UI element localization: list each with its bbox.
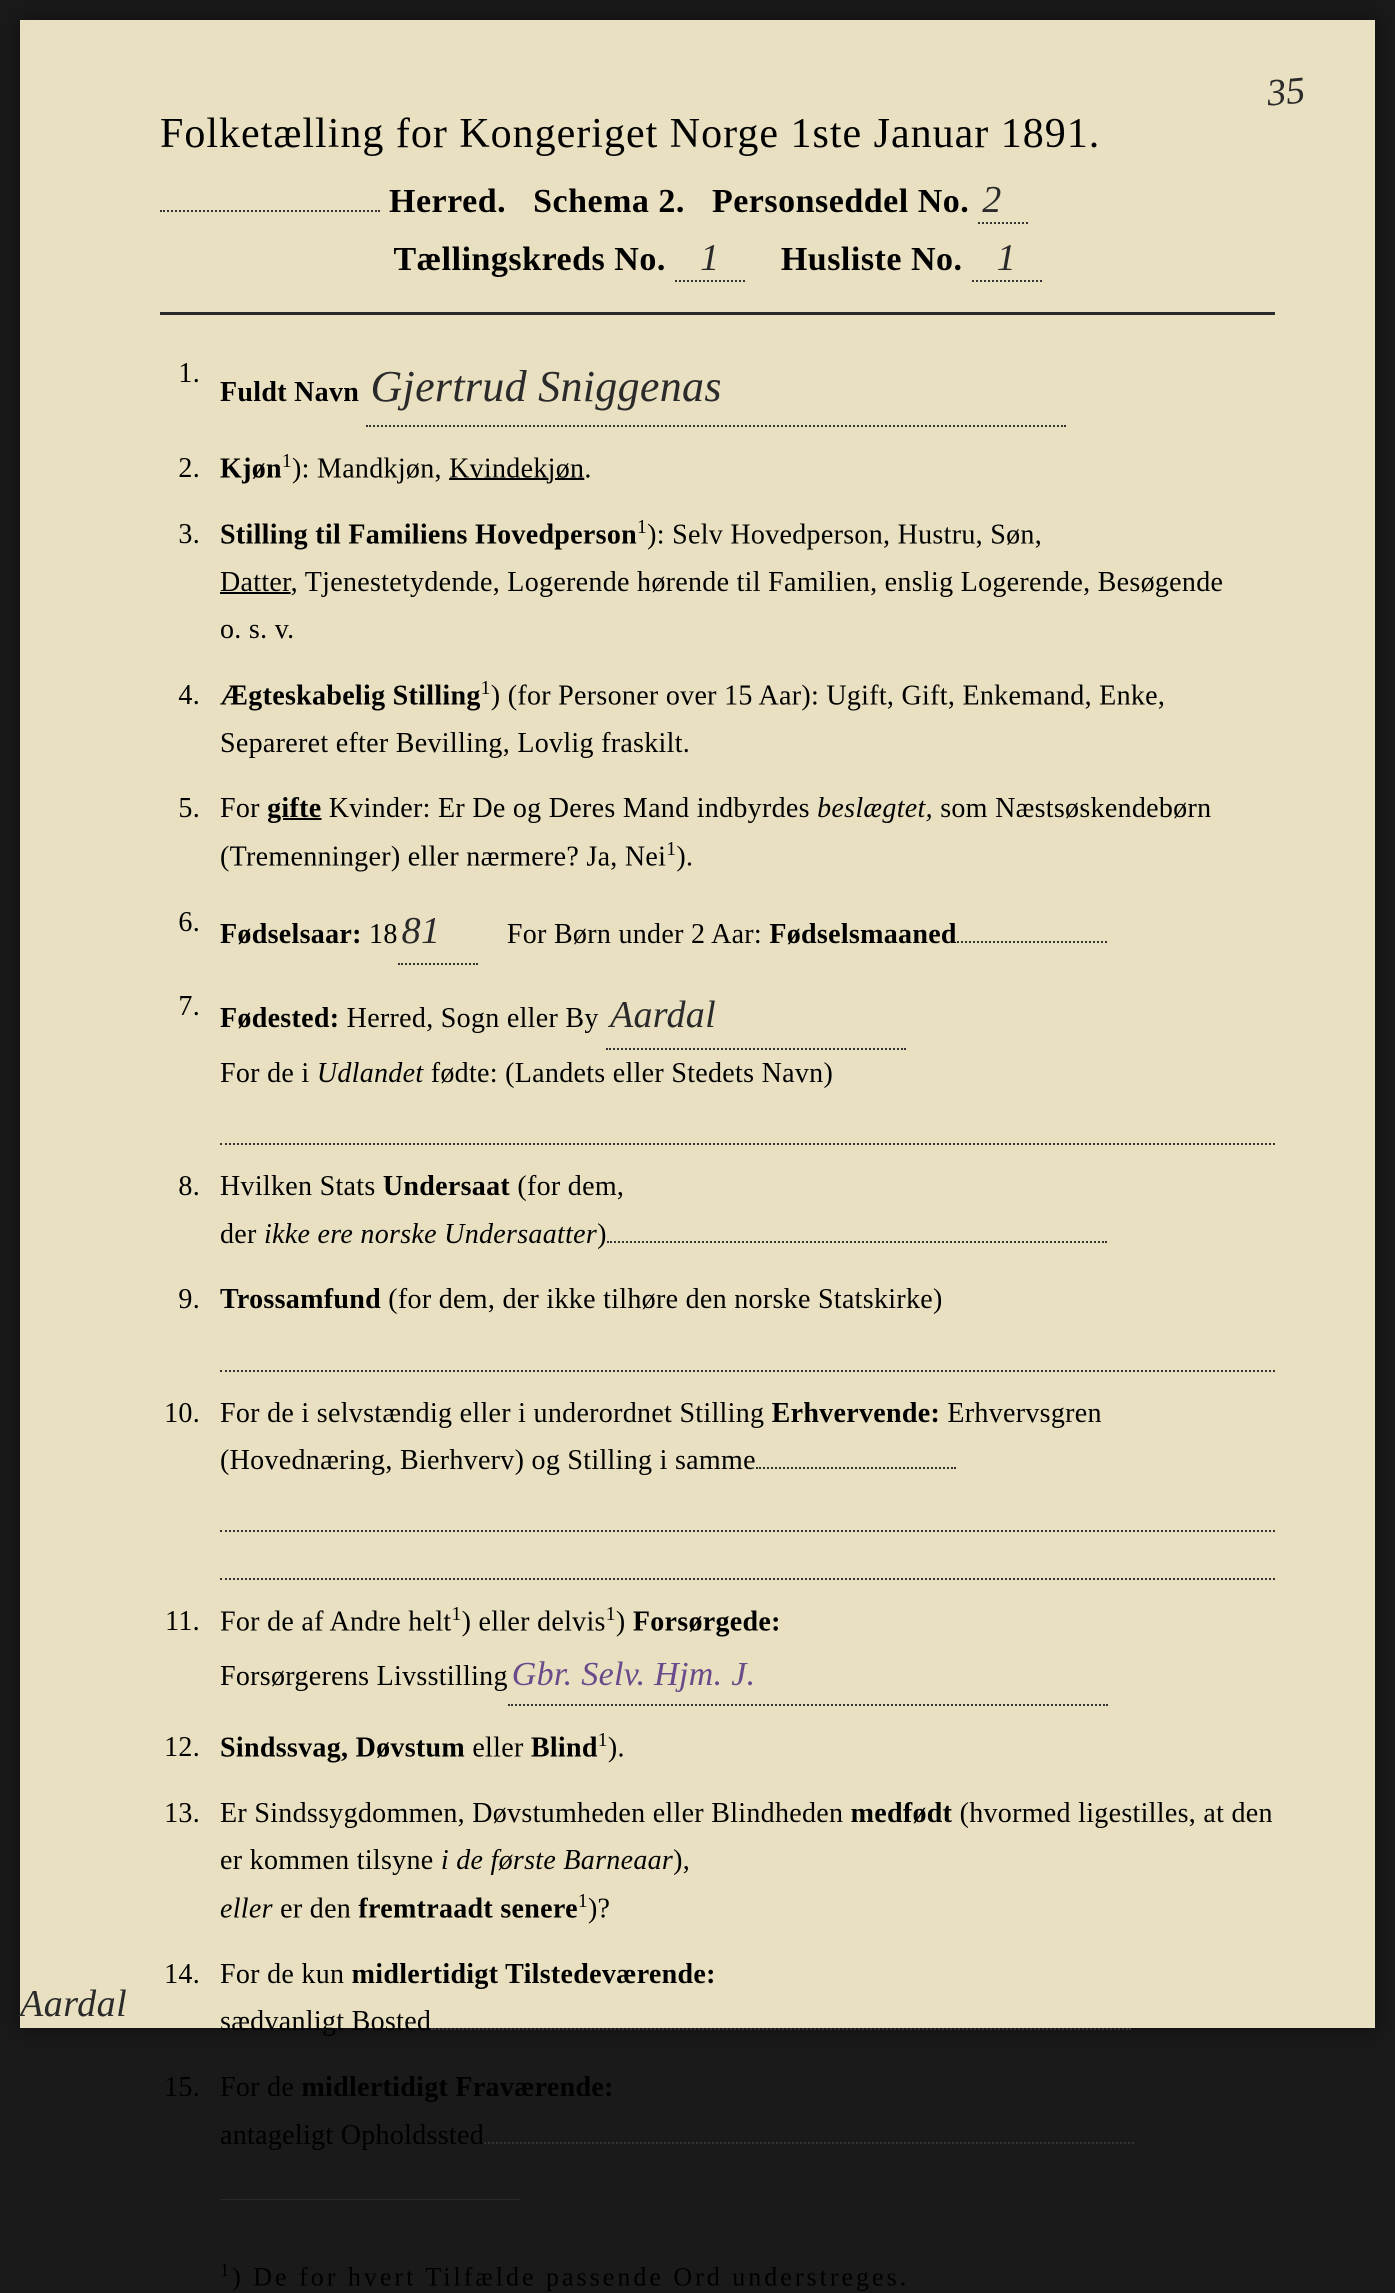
label-6: Fødselsaar:	[220, 919, 362, 950]
item-14: 14. For de kun midlertidigt Tilstedevære…	[160, 1951, 1275, 2046]
birthplace: Aardal	[610, 983, 716, 1048]
divider	[160, 312, 1275, 315]
herred-value: Aardal	[20, 1982, 127, 2026]
kvindekjon: Kvindekjøn	[449, 453, 584, 484]
item-6: 6. Fødselsaar: 1881 For Børn under 2 Aar…	[160, 899, 1275, 966]
item-num-14: 14.	[160, 1951, 220, 2046]
tkreds-label: Tællingskreds No.	[393, 241, 665, 278]
osv: o. s. v.	[220, 614, 294, 645]
item-num-15: 15.	[160, 2064, 220, 2159]
footnote: 1) De for hvert Tilfælde passende Ord un…	[160, 2260, 1275, 2293]
schema-label: Schema 2.	[533, 183, 685, 220]
name-value: Gjertrud Sniggenas	[370, 350, 721, 425]
item-3: 3. Stilling til Familiens Hovedperson1):…	[160, 511, 1275, 654]
label-4: Ægteskabelig Stilling	[220, 680, 481, 711]
item-num-5: 5.	[160, 785, 220, 881]
item-4: 4. Ægteskabelig Stilling1) (for Personer…	[160, 672, 1275, 768]
item-num-8: 8.	[160, 1163, 220, 1258]
item-7: 7. Fødested: Herred, Sogn eller By Aarda…	[160, 983, 1275, 1145]
item-2: 2. Kjøn1): Mandkjøn, Kvindekjøn.	[160, 445, 1275, 493]
husliste-no: 1	[997, 236, 1017, 280]
header-line-2: Tællingskreds No. 1 Husliste No. 1	[160, 236, 1275, 282]
form-title: Folketælling for Kongeriget Norge 1ste J…	[160, 110, 1275, 158]
item-num-10: 10.	[160, 1390, 220, 1580]
item-num-7: 7.	[160, 983, 220, 1145]
page-number: 35	[1265, 68, 1307, 115]
item-num-12: 12.	[160, 1724, 220, 1772]
item-num-11: 11.	[160, 1598, 220, 1706]
item-9: 9. Trossamfund (for dem, der ikke tilhør…	[160, 1276, 1275, 1371]
item-13: 13. Er Sindssygdommen, Døvstumheden elle…	[160, 1790, 1275, 1933]
label-7: Fødested:	[220, 1003, 339, 1034]
footnote-divider	[220, 2199, 520, 2200]
item-num-13: 13.	[160, 1790, 220, 1933]
herred-label: Herred.	[389, 183, 506, 220]
item-10: 10. For de i selvstændig eller i underor…	[160, 1390, 1275, 1580]
item-num-3: 3.	[160, 511, 220, 654]
person-no: 2	[982, 178, 1002, 222]
item-12: 12. Sindssvag, Døvstum eller Blind1).	[160, 1724, 1275, 1772]
person-label: Personseddel No.	[712, 183, 969, 220]
label-1: Fuldt Navn	[220, 377, 359, 408]
tkreds-no: 1	[700, 236, 720, 280]
datter: Datter	[220, 567, 291, 598]
label-2: Kjøn	[220, 453, 282, 484]
census-form-page: 35 Folketælling for Kongeriget Norge 1st…	[20, 20, 1375, 2028]
label-12: Sindssvag, Døvstum	[220, 1732, 465, 1763]
label-9: Trossamfund	[220, 1284, 381, 1315]
item-num-4: 4.	[160, 672, 220, 768]
item-11: 11. For de af Andre helt1) eller delvis1…	[160, 1598, 1275, 1706]
item-1: 1. Fuldt Navn Gjertrud Sniggenas	[160, 350, 1275, 427]
item-num-9: 9.	[160, 1276, 220, 1371]
husliste-label: Husliste No.	[781, 241, 963, 278]
label-3: Stilling til Familiens Hovedperson	[220, 519, 637, 550]
item-15: 15. For de midlertidigt Fraværende: anta…	[160, 2064, 1275, 2159]
provider-occupation: Gbr. Selv. Hjm. J.	[512, 1656, 756, 1693]
item-num-1: 1.	[160, 350, 220, 427]
item-num-6: 6.	[160, 899, 220, 966]
item-8: 8. Hvilken Stats Undersaat (for dem, der…	[160, 1163, 1275, 1258]
birth-year: 81	[402, 899, 441, 964]
item-num-2: 2.	[160, 445, 220, 493]
header-line-1: Aardal Herred. Schema 2. Personseddel No…	[160, 178, 1275, 224]
item-5: 5. For gifte Kvinder: Er De og Deres Man…	[160, 785, 1275, 881]
